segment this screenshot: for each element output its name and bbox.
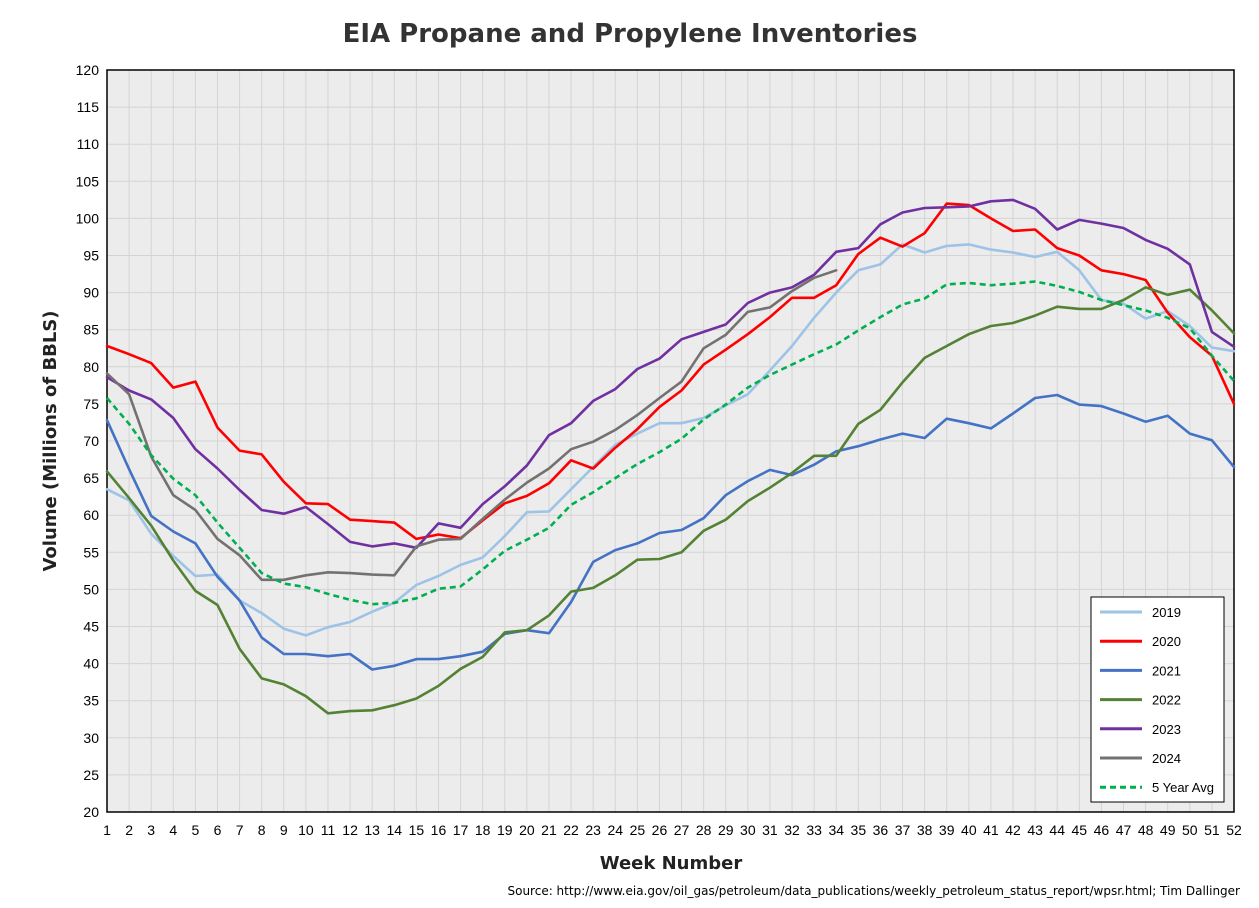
- x-tick-label: 38: [917, 822, 933, 838]
- y-tick-label: 30: [83, 730, 99, 746]
- x-tick-label: 1: [103, 822, 111, 838]
- y-tick-label: 85: [83, 322, 99, 338]
- series-line-5-year-avg: [106, 280, 1235, 606]
- y-tick-label: 100: [76, 210, 100, 226]
- y-tick-label: 55: [83, 544, 99, 560]
- legend-label: 2021: [1152, 663, 1181, 678]
- y-tick-label: 25: [83, 767, 99, 783]
- x-tick-label: 46: [1094, 822, 1110, 838]
- y-tick-label: 75: [83, 396, 99, 412]
- x-axis-title: Week Number: [600, 853, 743, 874]
- legend-label: 5 Year Avg: [1152, 780, 1214, 795]
- x-tick-label: 29: [718, 822, 734, 838]
- y-tick-label: 110: [77, 136, 100, 152]
- x-tick-label: 24: [607, 822, 623, 838]
- x-tick-label: 42: [1005, 822, 1021, 838]
- legend-label: 2023: [1152, 722, 1181, 737]
- y-tick-label: 105: [76, 173, 100, 189]
- x-tick-label: 16: [431, 822, 447, 838]
- legend-label: 2019: [1152, 605, 1181, 620]
- x-tick-label: 9: [280, 822, 288, 838]
- x-tick-label: 8: [258, 822, 266, 838]
- x-tick-label: 17: [453, 822, 469, 838]
- y-tick-label: 65: [83, 470, 99, 486]
- x-tick-label: 45: [1072, 822, 1088, 838]
- x-tick-label: 12: [342, 822, 358, 838]
- y-tick-label: 45: [83, 619, 99, 635]
- y-axis-title: Volume (Millions of BBLS): [40, 310, 61, 571]
- y-tick-label: 95: [83, 248, 99, 264]
- x-tick-label: 51: [1204, 822, 1220, 838]
- x-tick-label: 25: [630, 822, 646, 838]
- x-tick-label: 30: [740, 822, 756, 838]
- x-tick-label: 2: [125, 822, 133, 838]
- x-tick-label: 50: [1182, 822, 1198, 838]
- x-tick-label: 14: [386, 822, 402, 838]
- x-tick-label: 19: [497, 822, 513, 838]
- y-tick-label: 35: [83, 693, 99, 709]
- x-tick-label: 23: [585, 822, 601, 838]
- x-tick-label: 49: [1160, 822, 1176, 838]
- y-tick-label: 120: [76, 62, 100, 78]
- x-tick-label: 11: [321, 822, 336, 838]
- x-tick-label: 15: [409, 822, 425, 838]
- x-tick-label: 39: [939, 822, 955, 838]
- y-tick-label: 60: [83, 507, 99, 523]
- x-tick-label: 26: [652, 822, 668, 838]
- x-tick-label: 18: [475, 822, 491, 838]
- x-tick-label: 34: [828, 822, 844, 838]
- x-tick-label: 31: [762, 822, 778, 838]
- plot-frame: [106, 69, 1235, 813]
- x-tick-label: 35: [851, 822, 867, 838]
- y-tick-label: 70: [83, 433, 99, 449]
- series-line-2020: [105, 202, 1236, 541]
- legend-label: 2024: [1152, 751, 1181, 766]
- x-tick-label: 27: [674, 822, 690, 838]
- y-tick-label: 90: [83, 285, 99, 301]
- x-tick-label: 28: [696, 822, 712, 838]
- legend-label: 2020: [1152, 634, 1181, 649]
- x-tick-label: 33: [806, 822, 822, 838]
- y-tick-label: 20: [83, 804, 99, 820]
- x-tick-label: 3: [147, 822, 155, 838]
- series-line-2024: [105, 269, 838, 582]
- x-tick-label: 6: [214, 822, 222, 838]
- legend-label: 2022: [1152, 693, 1181, 708]
- x-tick-label: 21: [541, 822, 557, 838]
- x-tick-label: 44: [1049, 822, 1065, 838]
- x-tick-label: 5: [191, 822, 199, 838]
- x-tick-label: 52: [1226, 822, 1242, 838]
- y-tick-label: 80: [83, 359, 99, 375]
- x-tick-label: 43: [1027, 822, 1043, 838]
- x-tick-label: 20: [519, 822, 535, 838]
- x-tick-label: 48: [1138, 822, 1154, 838]
- y-tick-label: 50: [83, 581, 99, 597]
- x-tick-label: 41: [983, 822, 999, 838]
- x-tick-label: 10: [298, 822, 314, 838]
- x-tick-label: 7: [236, 822, 244, 838]
- x-tick-label: 47: [1116, 822, 1132, 838]
- source-note: Source: http://www.eia.gov/oil_gas/petro…: [507, 884, 1240, 898]
- x-tick-label: 40: [961, 822, 977, 838]
- x-tick-label: 36: [873, 822, 889, 838]
- chart-title: EIA Propane and Propylene Inventories: [343, 19, 918, 49]
- x-tick-label: 4: [169, 822, 177, 838]
- series-line-2021: [105, 393, 1236, 671]
- x-tick-label: 13: [364, 822, 380, 838]
- x-tick-label: 22: [563, 822, 579, 838]
- x-tick-label: 37: [895, 822, 911, 838]
- series-line-2023: [105, 198, 1236, 550]
- y-tick-label: 115: [77, 99, 100, 115]
- series-line-2019: [105, 243, 1236, 637]
- series-line-2022: [105, 286, 1236, 715]
- x-tick-label: 32: [784, 822, 800, 838]
- y-tick-label: 40: [83, 656, 99, 672]
